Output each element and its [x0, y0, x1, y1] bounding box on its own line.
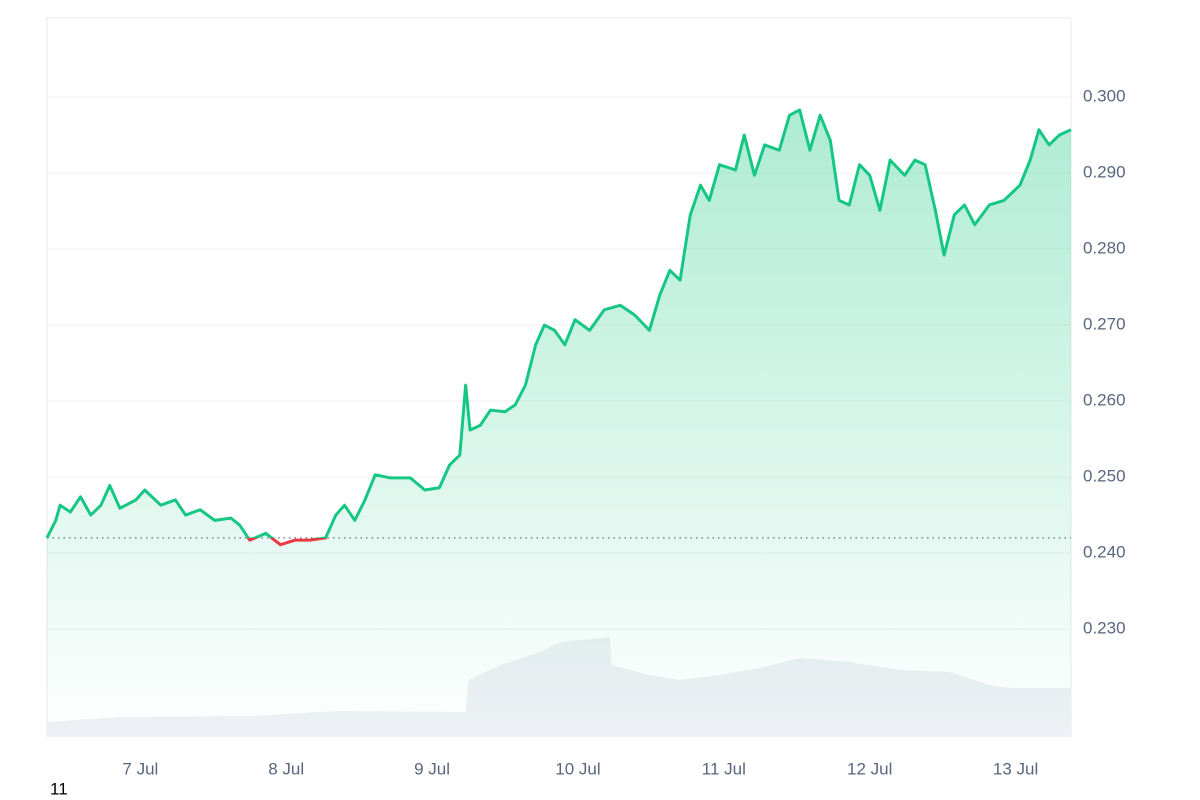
- x-tick-label: 8 Jul: [268, 759, 304, 778]
- x-tick-label: 13 Jul: [993, 759, 1038, 778]
- y-tick-label: 0.280: [1083, 239, 1126, 258]
- y-tick-label: 0.300: [1083, 87, 1126, 106]
- price-line: [45, 108, 1072, 547]
- y-tick-label: 0.240: [1083, 543, 1126, 562]
- y-tick-label: 0.270: [1083, 315, 1126, 334]
- y-tick-label: 0.260: [1083, 391, 1126, 410]
- y-tick-label: 0.250: [1083, 467, 1126, 486]
- x-tick-label: 11 Jul: [702, 759, 746, 778]
- x-tick-label: 12 Jul: [847, 759, 892, 778]
- price-area: [47, 109, 1071, 738]
- x-tick-label: 9 Jul: [414, 759, 450, 778]
- y-tick-label: 0.230: [1083, 619, 1126, 638]
- x-tick-label: 10 Jul: [555, 759, 600, 778]
- x-tick-label: 7 Jul: [122, 759, 158, 778]
- y-tick-label: 0.290: [1083, 163, 1126, 182]
- footer-text: 11: [50, 779, 68, 798]
